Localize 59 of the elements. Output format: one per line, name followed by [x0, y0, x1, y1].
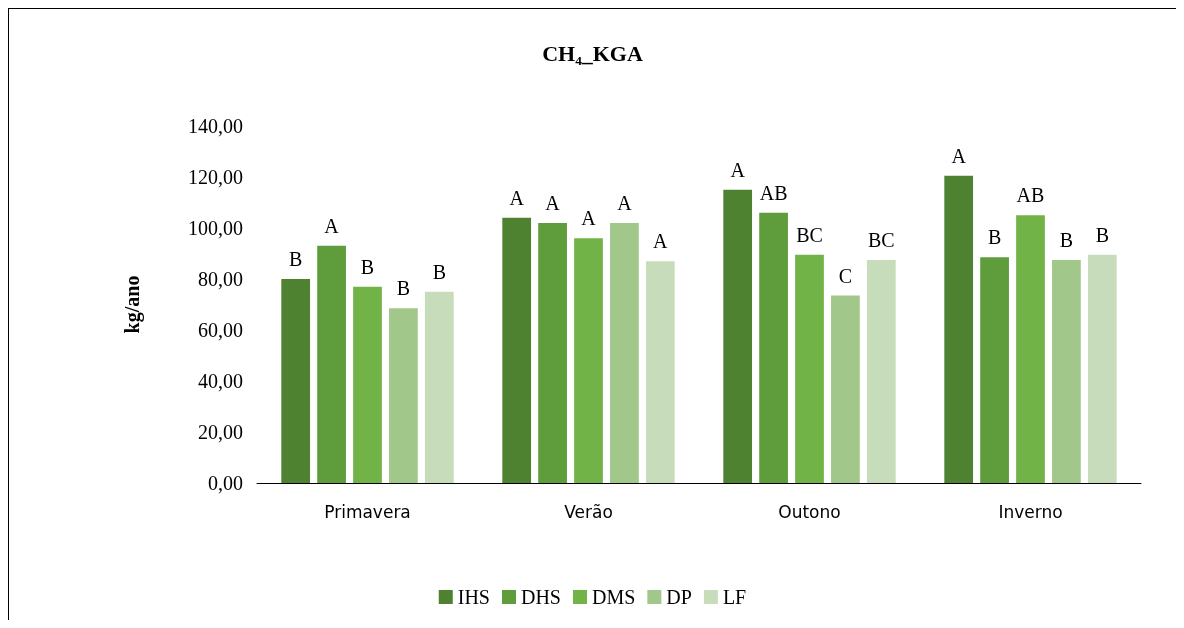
bar: [1087, 254, 1117, 483]
bar: [795, 254, 824, 483]
data-label: B: [289, 248, 303, 270]
bar: [866, 259, 896, 483]
y-tick-label: 20,00: [198, 421, 243, 443]
bar: [759, 212, 788, 483]
data-label: B: [396, 277, 411, 300]
y-tick-label: 100,00: [188, 217, 243, 239]
data-label: B: [1059, 228, 1074, 251]
y-tick-label: 140,00: [188, 115, 243, 137]
bar: [389, 308, 418, 483]
x-tick-label: Inverno: [998, 501, 1063, 522]
data-label: B: [360, 255, 375, 278]
bar: [645, 261, 675, 483]
x-tick-label: Verão: [564, 501, 613, 522]
data-label: A: [545, 191, 561, 214]
data-label: A: [324, 214, 340, 237]
data-label: C: [838, 264, 853, 287]
data-label: AB: [1016, 184, 1045, 207]
data-label: AB: [759, 181, 788, 204]
bar: [424, 291, 454, 483]
data-label: A: [617, 191, 633, 214]
bar: [723, 189, 753, 483]
bar: [944, 175, 974, 483]
bar: [574, 238, 603, 483]
data-label: A: [509, 186, 525, 209]
data-label: BC: [867, 228, 895, 251]
y-tick-label: 0,00: [208, 472, 243, 494]
data-label: A: [951, 144, 967, 167]
y-tick-label: 40,00: [198, 370, 243, 392]
bar: [1016, 215, 1045, 483]
bar: [353, 286, 382, 483]
bar: [831, 295, 860, 483]
bar: [281, 279, 311, 483]
data-label: B: [1095, 223, 1109, 246]
chart-title: CH₄_KGA: [542, 40, 643, 66]
y-tick-label: 120,00: [188, 166, 243, 188]
y-tick-label: 80,00: [198, 268, 243, 290]
x-tick-label: Primavera: [324, 501, 411, 522]
bar: [317, 245, 346, 483]
legend-label: IHS: [457, 586, 490, 608]
legend-label: LF: [722, 586, 747, 608]
x-tick-label: Outono: [778, 501, 841, 522]
data-label: B: [987, 226, 1002, 249]
bar: [538, 222, 567, 483]
data-label: A: [581, 207, 597, 230]
legend-label: DP: [666, 586, 692, 608]
bar: [610, 222, 639, 483]
legend-label: DMS: [591, 586, 636, 608]
data-label: A: [730, 158, 746, 181]
y-axis-title: kg/ano: [121, 275, 144, 334]
legend-label: DHS: [520, 586, 561, 608]
bar: [502, 217, 532, 483]
bar: [980, 257, 1009, 483]
data-label: B: [432, 260, 446, 283]
data-label: BC: [796, 223, 823, 246]
bar: [1052, 259, 1081, 483]
data-label: A: [653, 230, 669, 253]
y-tick-label: 60,00: [198, 319, 243, 341]
